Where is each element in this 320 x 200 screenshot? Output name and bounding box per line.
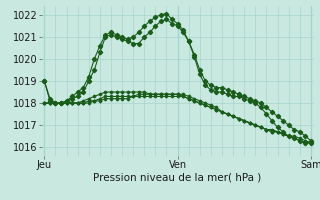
X-axis label: Pression niveau de la mer( hPa ): Pression niveau de la mer( hPa ) (93, 173, 262, 183)
